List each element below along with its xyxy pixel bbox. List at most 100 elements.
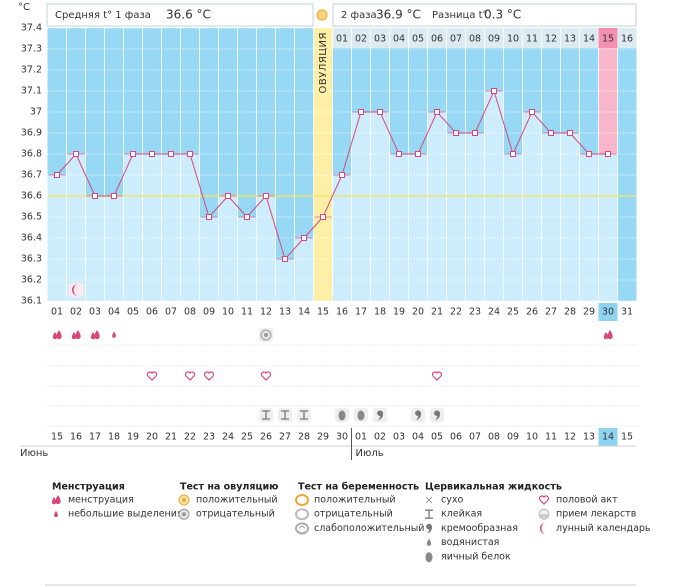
point	[206, 214, 212, 220]
drop	[55, 495, 61, 504]
legend-icon	[425, 552, 433, 563]
x-tick-label: 30	[602, 307, 614, 318]
legend-title: Цервикальная жидкость	[425, 482, 562, 493]
bar	[294, 238, 314, 301]
legend-label: слабоположительный	[314, 523, 424, 534]
x-tick-label: 20	[412, 307, 424, 318]
bar	[66, 154, 86, 301]
ellipse	[295, 522, 309, 535]
symbol-sex	[431, 371, 443, 381]
symbol-heavy	[71, 330, 81, 340]
x-tick-label: 28	[564, 307, 576, 318]
phase2-label: 11	[526, 34, 538, 45]
x-tick-label: 17	[355, 307, 367, 318]
stat-label: 2 фаза	[341, 10, 377, 21]
y-tick-label: 36.1	[21, 296, 42, 307]
y-tick-label: 36.8	[21, 149, 42, 160]
drop	[56, 330, 62, 339]
legend-label: кремообразная	[441, 523, 518, 534]
date-label: 08	[488, 432, 500, 443]
legend-icon	[51, 495, 61, 505]
point	[263, 193, 269, 199]
stat-value: 0.3 °C	[484, 8, 521, 22]
phase2-label: 14	[583, 34, 595, 45]
highlight-top	[598, 28, 618, 48]
ellipse	[295, 494, 309, 506]
bar	[142, 154, 162, 301]
y-tick-label: 36.5	[21, 212, 42, 223]
legend-icon	[538, 495, 550, 505]
x-tick-label: 21	[431, 307, 443, 318]
phase2-box	[332, 3, 637, 27]
drop	[51, 497, 57, 505]
x-tick-label: 08	[184, 307, 196, 318]
stat-value: 36.6 °C	[166, 8, 211, 22]
point	[130, 151, 136, 157]
legend-title: Тест на беременность	[298, 482, 419, 493]
legend-label: положительный	[196, 495, 278, 506]
phase2-label: 13	[564, 34, 576, 45]
date-label: 14	[602, 432, 614, 443]
legend-label: клейкая	[441, 509, 482, 520]
legend-label: отрицательный	[314, 509, 393, 520]
date-label: 27	[279, 432, 291, 443]
date-label: 19	[127, 432, 139, 443]
point	[339, 172, 345, 178]
pill-half	[539, 514, 549, 520]
symbol-sticky	[278, 408, 292, 422]
date-label: 28	[298, 432, 310, 443]
point	[282, 256, 288, 262]
bar	[180, 154, 200, 301]
legend-icon	[54, 510, 58, 517]
drop	[52, 332, 58, 340]
y-tick-label: 37.1	[21, 86, 42, 97]
stat-label: Средняя t° 1 фаза	[55, 10, 151, 21]
month-label: Июль	[356, 448, 384, 459]
date-label: 01	[355, 432, 367, 443]
phase2-label: 07	[450, 34, 462, 45]
legend-label: сухо	[441, 495, 463, 506]
sticky	[300, 410, 308, 420]
circle	[182, 512, 186, 517]
legend-label: прием лекарств	[556, 509, 637, 520]
legend-icon	[540, 522, 546, 535]
date-label: 23	[203, 432, 215, 443]
date-label: 13	[583, 432, 595, 443]
phase2-label: 03	[374, 34, 386, 45]
legend-label: небольшие выделения	[68, 509, 183, 520]
heart	[146, 371, 158, 381]
phase2-label: 04	[393, 34, 405, 45]
x-tick-label: 19	[393, 307, 405, 318]
bar	[503, 154, 523, 301]
x-tick-label: 04	[108, 307, 120, 318]
date-label: 29	[317, 432, 329, 443]
point	[301, 235, 307, 241]
point	[320, 214, 326, 220]
legend-label: положительный	[314, 495, 396, 506]
x-tick-label: 10	[222, 307, 234, 318]
date-label: 18	[108, 432, 120, 443]
date-label: 03	[393, 432, 405, 443]
legend-icon	[178, 494, 190, 506]
bar	[218, 196, 238, 301]
y-tick-label: 37.2	[21, 65, 42, 76]
date-label: 24	[222, 432, 234, 443]
x-tick-label: 02	[70, 307, 82, 318]
point	[434, 109, 440, 115]
x-tick-label: 14	[298, 307, 310, 318]
x-tick-label: 29	[583, 307, 595, 318]
legend-icon	[538, 508, 550, 520]
date-label: 05	[431, 432, 443, 443]
date-label: 15	[51, 432, 63, 443]
symbol-light	[112, 331, 116, 338]
symbol-heavy	[52, 330, 62, 340]
y-tick-label: 36.2	[21, 275, 42, 286]
date-label: 26	[260, 432, 272, 443]
symbol-moon	[69, 283, 83, 297]
sticky	[262, 410, 270, 420]
point	[187, 151, 193, 157]
legend-icon	[295, 522, 309, 535]
symbol-creamy	[411, 408, 425, 422]
point	[168, 151, 174, 157]
